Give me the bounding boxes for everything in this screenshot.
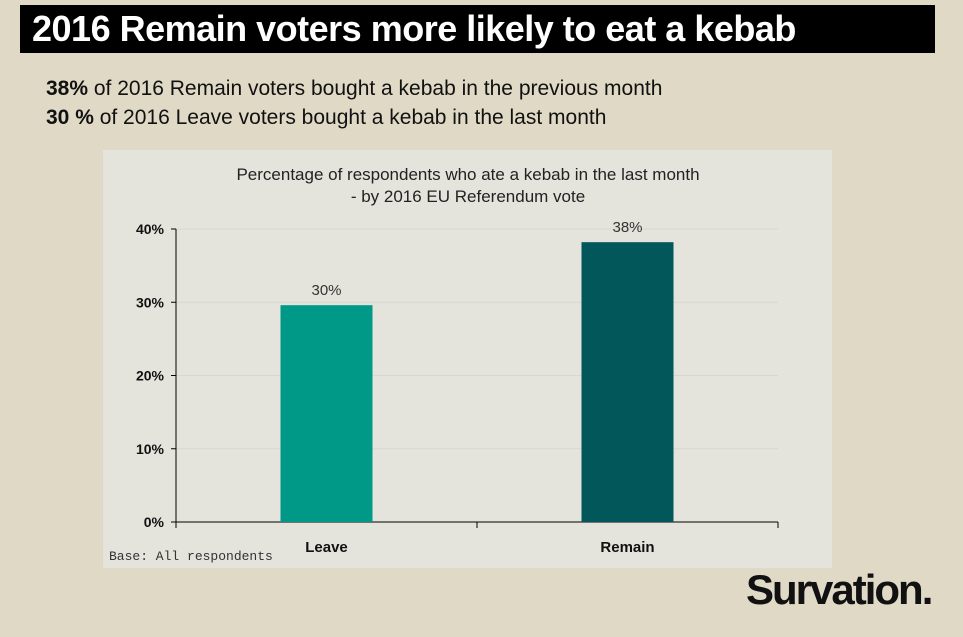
chart-title: Percentage of respondents who ate a keba… — [236, 165, 699, 184]
bar-remain — [581, 242, 674, 522]
x-tick-label: Remain — [600, 539, 654, 556]
chart-subtitle: - by 2016 EU Referendum vote — [351, 187, 585, 206]
chart-panel: Percentage of respondents who ate a keba… — [103, 150, 832, 568]
bar-leave — [280, 305, 373, 522]
y-tick-label: 30% — [136, 294, 165, 310]
y-tick-label: 10% — [136, 441, 165, 457]
summary-line-remain: 38% of 2016 Remain voters bought a kebab… — [46, 77, 663, 100]
y-tick-label: 40% — [136, 221, 165, 237]
data-label: 30% — [311, 282, 341, 299]
y-tick-label: 0% — [144, 514, 165, 530]
bar-chart: Percentage of respondents who ate a keba… — [109, 165, 779, 564]
survation-logo: Survation. — [746, 566, 933, 613]
data-label: 38% — [612, 219, 642, 236]
x-tick-label: Leave — [305, 539, 348, 556]
base-note: Base: All respondents — [109, 549, 273, 564]
y-tick-label: 20% — [136, 368, 165, 384]
summary-line-leave: 30 % of 2016 Leave voters bought a kebab… — [46, 106, 607, 129]
page-title: 2016 Remain voters more likely to eat a … — [20, 5, 935, 53]
